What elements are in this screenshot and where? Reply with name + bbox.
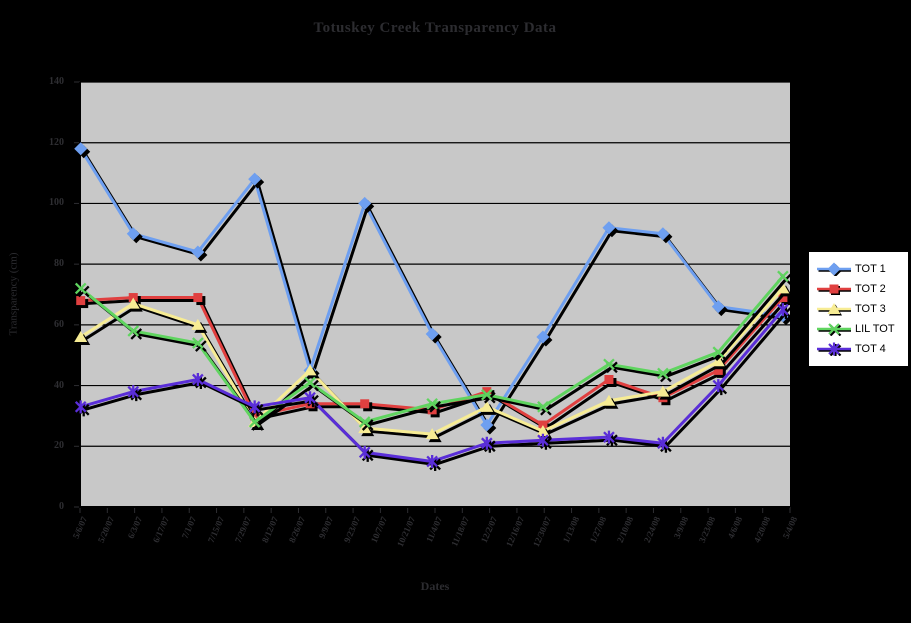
y-tick-label: 80 <box>54 258 64 270</box>
legend-label: TOT 1 <box>855 263 886 275</box>
legend-entry: LIL TOT <box>817 319 908 339</box>
marker-tot-3 <box>425 428 439 440</box>
marker-tot-4 <box>74 400 87 414</box>
marker-lil-tot <box>304 376 316 389</box>
legend-marker-triangle-icon <box>817 303 851 316</box>
marker-tot-4 <box>603 430 615 444</box>
marker-tot-4 <box>481 436 493 450</box>
legend-label: TOT 2 <box>855 283 886 295</box>
marker-tot-1 <box>536 330 550 344</box>
marker-tot-2 <box>360 399 370 409</box>
marker-lil-tot <box>248 416 261 428</box>
marker-tot-1 <box>656 227 670 241</box>
legend-label: TOT 4 <box>855 343 886 355</box>
marker-tot-3 <box>602 394 616 406</box>
marker-tot-4 <box>192 373 204 386</box>
marker-tot-4 <box>537 433 549 447</box>
legend-marker-x-icon <box>817 323 851 336</box>
marker-tot-4 <box>657 436 669 450</box>
marker-lil-tot <box>74 282 87 295</box>
marker-tot-2 <box>76 296 86 306</box>
y-tick-label: 60 <box>54 318 64 330</box>
marker-tot-1 <box>480 418 494 432</box>
legend-entry: TOT 3 <box>817 299 908 319</box>
y-tick-label: 0 <box>59 501 64 512</box>
y-tick-label: 20 <box>54 440 64 452</box>
marker-tot-1 <box>126 227 140 241</box>
y-tick-label: 40 <box>54 379 64 391</box>
marker-tot-1 <box>425 327 439 341</box>
marker-lil-tot <box>358 416 371 428</box>
legend-label: LIL TOT <box>855 323 895 335</box>
marker-tot-3 <box>191 318 205 330</box>
marker-tot-1 <box>248 172 262 186</box>
marker-tot-1 <box>711 300 725 314</box>
marker-tot-4 <box>426 454 438 468</box>
y-axis-title: Transparency (cm) <box>7 252 20 336</box>
marker-lil-tot <box>481 388 493 401</box>
marker-tot-1 <box>602 221 616 235</box>
marker-tot-4 <box>712 379 725 393</box>
marker-lil-tot <box>127 325 140 337</box>
legend-entry: TOT 4 <box>817 339 908 359</box>
y-tick-label: 100 <box>49 197 64 209</box>
chart-title: Totuskey Creek Transparency Data <box>313 20 557 36</box>
marker-tot-3 <box>303 364 317 376</box>
marker-tot-1 <box>74 142 88 156</box>
marker-lil-tot <box>537 401 549 413</box>
y-tick-label: 120 <box>49 136 64 148</box>
marker-tot-2 <box>604 375 614 384</box>
marker-tot-4 <box>358 445 371 459</box>
marker-lil-tot <box>192 337 204 349</box>
marker-tot-3 <box>711 355 725 367</box>
marker-tot-4 <box>248 400 261 414</box>
marker-tot-2 <box>538 420 548 430</box>
marker-lil-tot <box>603 358 615 371</box>
marker-lil-tot <box>657 367 669 380</box>
marker-tot-3 <box>126 297 140 309</box>
legend-entry: TOT 1 <box>817 259 908 279</box>
legend: TOT 1 TOT 2 TOT 3 LIL TOT TOT 4 <box>809 252 908 366</box>
marker-tot-3 <box>656 385 670 397</box>
legend-marker-diamond-icon <box>817 262 851 276</box>
marker-tot-3 <box>536 425 550 437</box>
marker-tot-3 <box>776 282 790 294</box>
legend-marker-square-icon <box>817 284 851 295</box>
marker-tot-4 <box>777 303 789 317</box>
legend-entry: TOT 2 <box>817 279 908 299</box>
marker-lil-tot <box>426 397 438 410</box>
marker-lil-tot <box>777 270 789 283</box>
marker-tot-3 <box>74 331 88 342</box>
legend-marker-star-icon <box>817 342 851 356</box>
marker-tot-3 <box>480 400 494 412</box>
marker-tot-1 <box>191 245 205 259</box>
marker-tot-2 <box>193 293 203 303</box>
marker-lil-tot <box>712 346 725 358</box>
marker-tot-4 <box>127 385 140 399</box>
legend-label: TOT 3 <box>855 303 886 315</box>
marker-tot-1 <box>358 196 372 210</box>
x-axis-title: Dates <box>420 579 450 593</box>
y-tick-label: 140 <box>49 76 64 87</box>
plot-background <box>80 82 790 507</box>
marker-tot-2 <box>128 293 138 303</box>
marker-tot-4 <box>304 391 316 405</box>
